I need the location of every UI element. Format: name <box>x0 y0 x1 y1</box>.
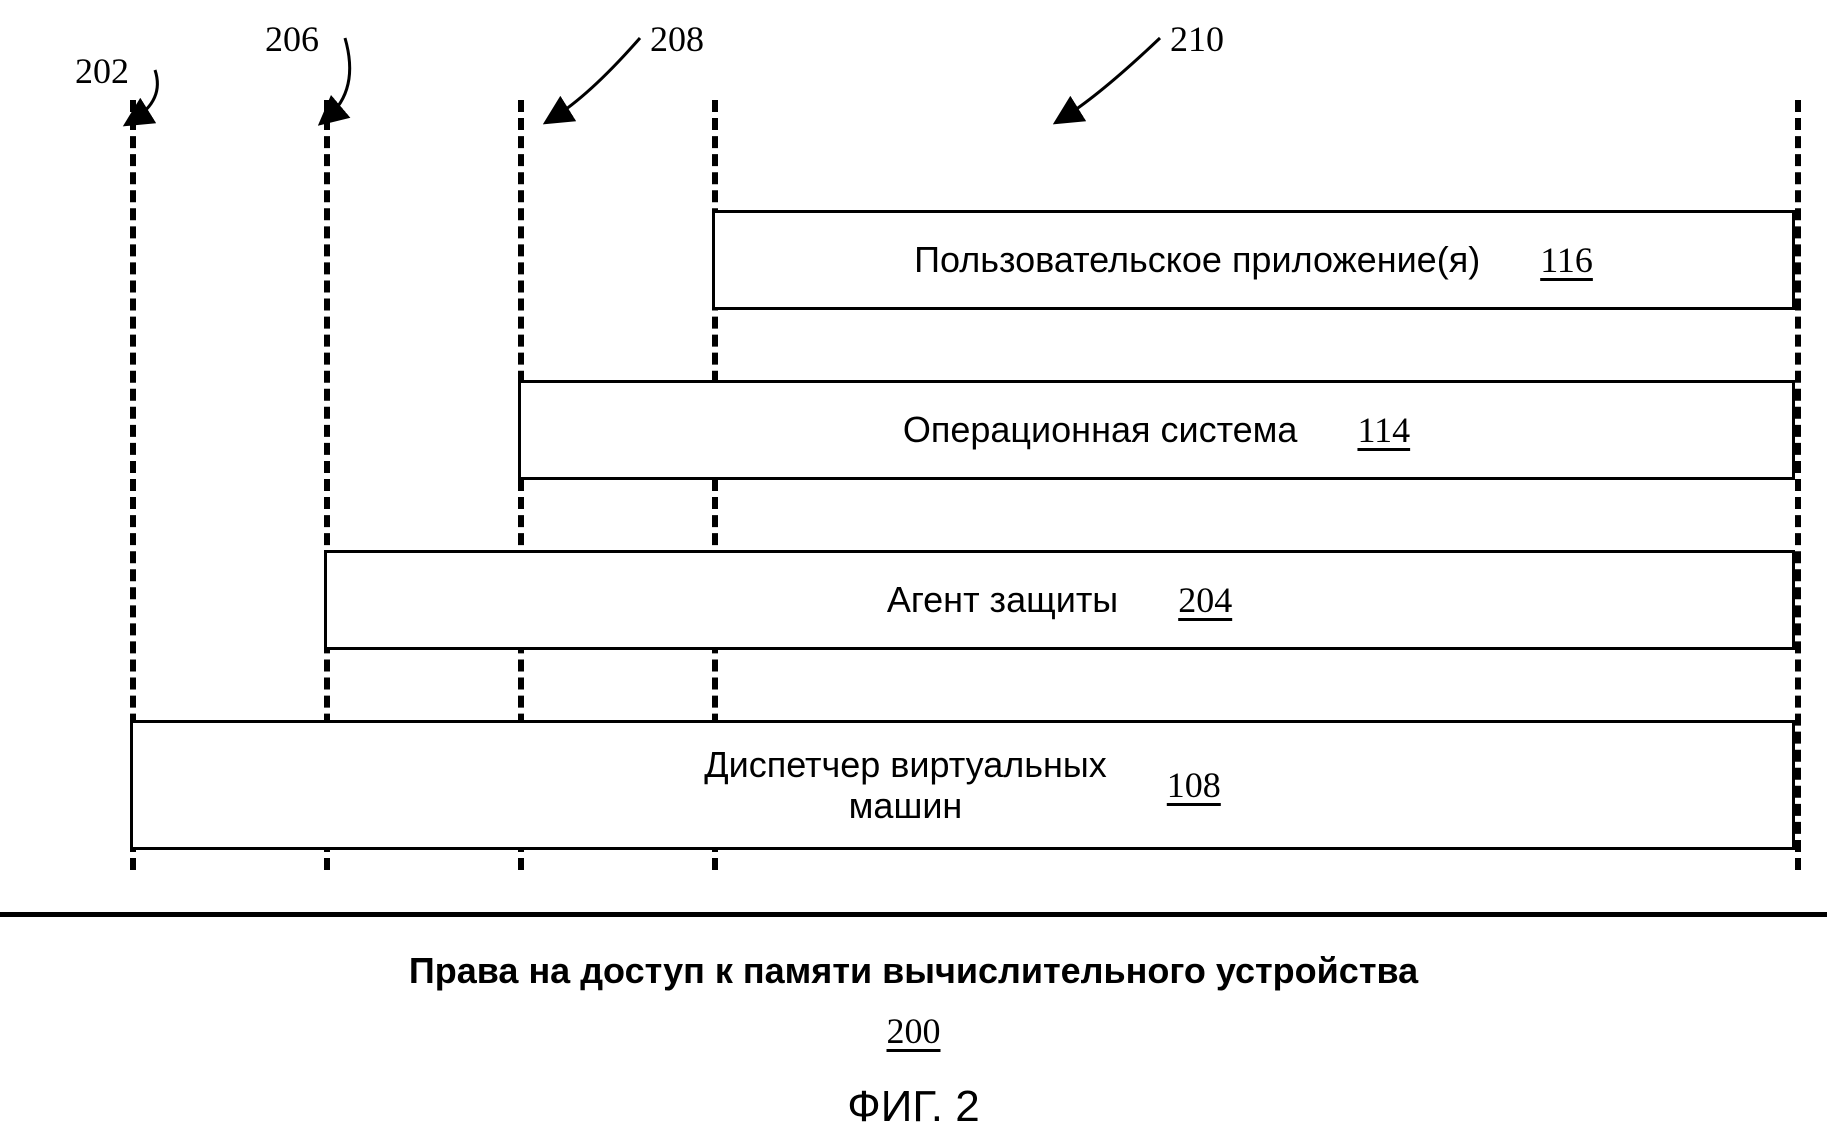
os-ref: 114 <box>1357 409 1410 451</box>
diagram-root: 202 206 208 210 Пользовательское приложе… <box>0 0 1827 1147</box>
caption-title: Права на доступ к памяти вычислительного… <box>0 950 1827 992</box>
vmm-label: Диспетчер виртуальных машин <box>704 744 1107 827</box>
sec-agent-label: Агент защиты <box>887 579 1118 620</box>
caption-ref: 200 <box>0 1010 1827 1052</box>
layer-os: Операционная система 114 <box>518 380 1795 480</box>
layer-vmm: Диспетчер виртуальных машин 108 <box>130 720 1795 850</box>
caption-block: Права на доступ к памяти вычислительного… <box>0 950 1827 1132</box>
caption-figure: ФИГ. 2 <box>0 1082 1827 1132</box>
vmm-ref: 108 <box>1167 764 1221 806</box>
sec-agent-ref: 204 <box>1178 579 1232 621</box>
os-label: Операционная система <box>903 409 1298 450</box>
user-app-ref: 116 <box>1540 239 1593 281</box>
layer-user-app: Пользовательское приложение(я) 116 <box>712 210 1795 310</box>
baseline <box>0 912 1827 917</box>
user-app-label: Пользовательское приложение(я) <box>914 239 1480 280</box>
dash-col-210-right <box>1795 100 1801 870</box>
layer-sec-agent: Агент защиты 204 <box>324 550 1795 650</box>
